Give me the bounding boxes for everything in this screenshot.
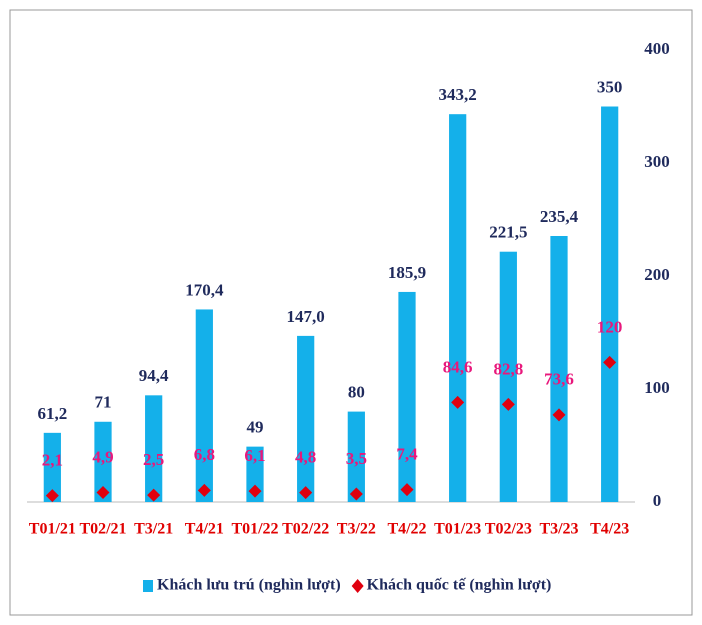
legend-label: Khách quốc tế (nghìn lượt) bbox=[367, 577, 552, 594]
y-tick-label: 0 bbox=[653, 491, 662, 510]
bar-value-label: 221,5 bbox=[489, 223, 527, 242]
diamond-marker bbox=[603, 355, 617, 369]
diamond-marker bbox=[400, 483, 414, 497]
y-tick-label: 100 bbox=[644, 378, 670, 397]
legend-swatch bbox=[351, 579, 364, 593]
bar bbox=[43, 432, 61, 502]
marker-value-label: 3,5 bbox=[346, 449, 367, 468]
x-tick-label: T02/22 bbox=[282, 521, 329, 538]
diamond-marker bbox=[299, 486, 313, 500]
x-tick-label: T02/23 bbox=[485, 521, 532, 538]
bar bbox=[347, 411, 365, 502]
diamond-marker bbox=[501, 397, 515, 411]
x-tick-label: T4/22 bbox=[387, 521, 426, 538]
x-tick-label: T01/23 bbox=[434, 521, 481, 538]
marker-value-label: 2,1 bbox=[42, 451, 63, 470]
diamond-marker bbox=[96, 485, 110, 499]
bar-value-label: 71 bbox=[95, 393, 112, 412]
bar-value-label: 350 bbox=[597, 77, 623, 96]
bar-value-label: 147,0 bbox=[287, 307, 325, 326]
bar bbox=[449, 114, 467, 503]
marker-value-label: 6,8 bbox=[194, 445, 215, 464]
marker-value-label: 7,4 bbox=[396, 445, 418, 464]
x-tick-label: T3/22 bbox=[337, 521, 376, 538]
diamond-marker bbox=[349, 487, 363, 501]
marker-value-label: 73,6 bbox=[544, 370, 574, 389]
bar bbox=[550, 235, 568, 503]
bar-value-label: 170,4 bbox=[185, 280, 224, 299]
diamond-marker bbox=[552, 408, 566, 422]
bar-value-label: 94,4 bbox=[139, 366, 169, 385]
marker-value-label: 120 bbox=[597, 317, 623, 336]
marker-value-label: 4,8 bbox=[295, 447, 316, 466]
bar-value-label: 235,4 bbox=[540, 207, 579, 226]
marker-value-label: 2,5 bbox=[143, 450, 164, 469]
bar-value-label: 185,9 bbox=[388, 263, 426, 282]
legend-swatch bbox=[143, 580, 153, 592]
x-tick-label: T4/21 bbox=[185, 521, 224, 538]
bar-value-label: 49 bbox=[247, 418, 264, 437]
bar bbox=[145, 395, 163, 502]
marker-value-label: 84,6 bbox=[443, 357, 473, 376]
bar-value-label: 343,2 bbox=[439, 85, 477, 104]
bar bbox=[398, 291, 416, 502]
x-tick-label: T01/21 bbox=[29, 521, 76, 538]
bar bbox=[601, 106, 619, 502]
y-tick-label: 200 bbox=[644, 265, 670, 284]
diamond-marker bbox=[451, 395, 465, 409]
x-tick-label: T4/23 bbox=[590, 521, 629, 538]
chart-border bbox=[9, 9, 693, 616]
diamond-marker bbox=[197, 483, 211, 497]
bar bbox=[94, 421, 112, 502]
legend-label: Khách lưu trú (nghìn lượt) bbox=[157, 577, 341, 594]
marker-value-label: 4,9 bbox=[92, 447, 113, 466]
x-tick-label: T02/21 bbox=[79, 521, 126, 538]
bar bbox=[246, 446, 264, 502]
x-tick-label: T3/23 bbox=[539, 521, 578, 538]
x-tick-label: T01/22 bbox=[231, 521, 278, 538]
diamond-marker bbox=[248, 484, 262, 498]
marker-value-label: 6,1 bbox=[244, 446, 265, 465]
bar-value-label: 80 bbox=[348, 383, 365, 402]
y-tick-label: 400 bbox=[644, 39, 670, 58]
bar bbox=[499, 251, 517, 502]
bar bbox=[297, 335, 315, 502]
diamond-marker bbox=[45, 489, 59, 503]
bar bbox=[195, 309, 213, 502]
diamond-marker bbox=[147, 488, 161, 502]
x-tick-label: T3/21 bbox=[134, 521, 173, 538]
bar-value-label: 61,2 bbox=[37, 404, 67, 423]
y-tick-label: 300 bbox=[644, 152, 670, 171]
marker-value-label: 82,8 bbox=[493, 359, 523, 378]
